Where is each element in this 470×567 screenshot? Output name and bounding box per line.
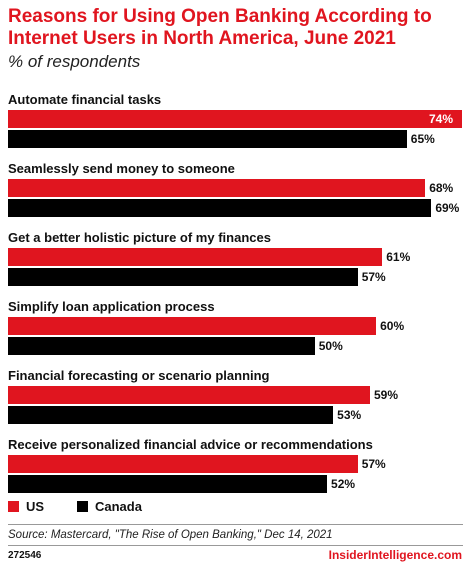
data-label-us: 57% [361, 457, 386, 471]
legend-item-canada: Canada [77, 499, 142, 514]
data-label-canada: 52% [331, 477, 356, 491]
chart-id: 272546 [8, 550, 42, 561]
data-label-canada: 53% [337, 408, 362, 422]
legend-swatch-us [8, 501, 19, 512]
divider-top [8, 524, 463, 525]
data-label-canada: 57% [361, 270, 386, 284]
category-label: Get a better holistic picture of my fina… [8, 230, 271, 245]
legend-swatch-canada [77, 501, 88, 512]
data-label-us: 60% [380, 319, 405, 333]
data-label-us: 68% [429, 181, 454, 195]
bar-us [8, 386, 370, 404]
data-label-us: 74% [429, 112, 454, 126]
bar-us [8, 179, 426, 197]
category-label: Seamlessly send money to someone [8, 161, 235, 176]
data-label-canada: 69% [435, 201, 460, 215]
bar-canada [8, 337, 315, 355]
category-label: Simplify loan application process [8, 299, 215, 314]
divider-bottom [8, 545, 463, 546]
legend-item-us: US [8, 499, 44, 514]
category-label: Automate financial tasks [8, 92, 162, 107]
chart-title: Reasons for Using Open Banking According… [8, 6, 432, 49]
source-note: Source: Mastercard, "The Rise of Open Ba… [8, 529, 333, 541]
bar-us [8, 248, 383, 266]
bar-canada [8, 406, 334, 424]
bar-us [8, 110, 462, 128]
bar-us [8, 317, 377, 335]
legend-label-canada: Canada [95, 499, 142, 514]
category-label: Receive personalized financial advice or… [8, 437, 373, 452]
data-label-canada: 65% [410, 132, 435, 146]
bar-us [8, 455, 358, 473]
category-label: Financial forecasting or scenario planni… [8, 368, 270, 383]
data-label-us: 61% [386, 250, 411, 264]
brand-logo-text: InsiderIntelligence.com [328, 548, 462, 562]
chart-subtitle: % of respondents [8, 52, 141, 71]
bar-canada [8, 268, 358, 286]
legend-label-us: US [26, 499, 45, 514]
bar-canada [8, 199, 432, 217]
bar-canada [8, 475, 328, 493]
data-label-us: 59% [373, 388, 398, 402]
bar-canada [8, 130, 407, 148]
data-label-canada: 50% [318, 339, 343, 353]
